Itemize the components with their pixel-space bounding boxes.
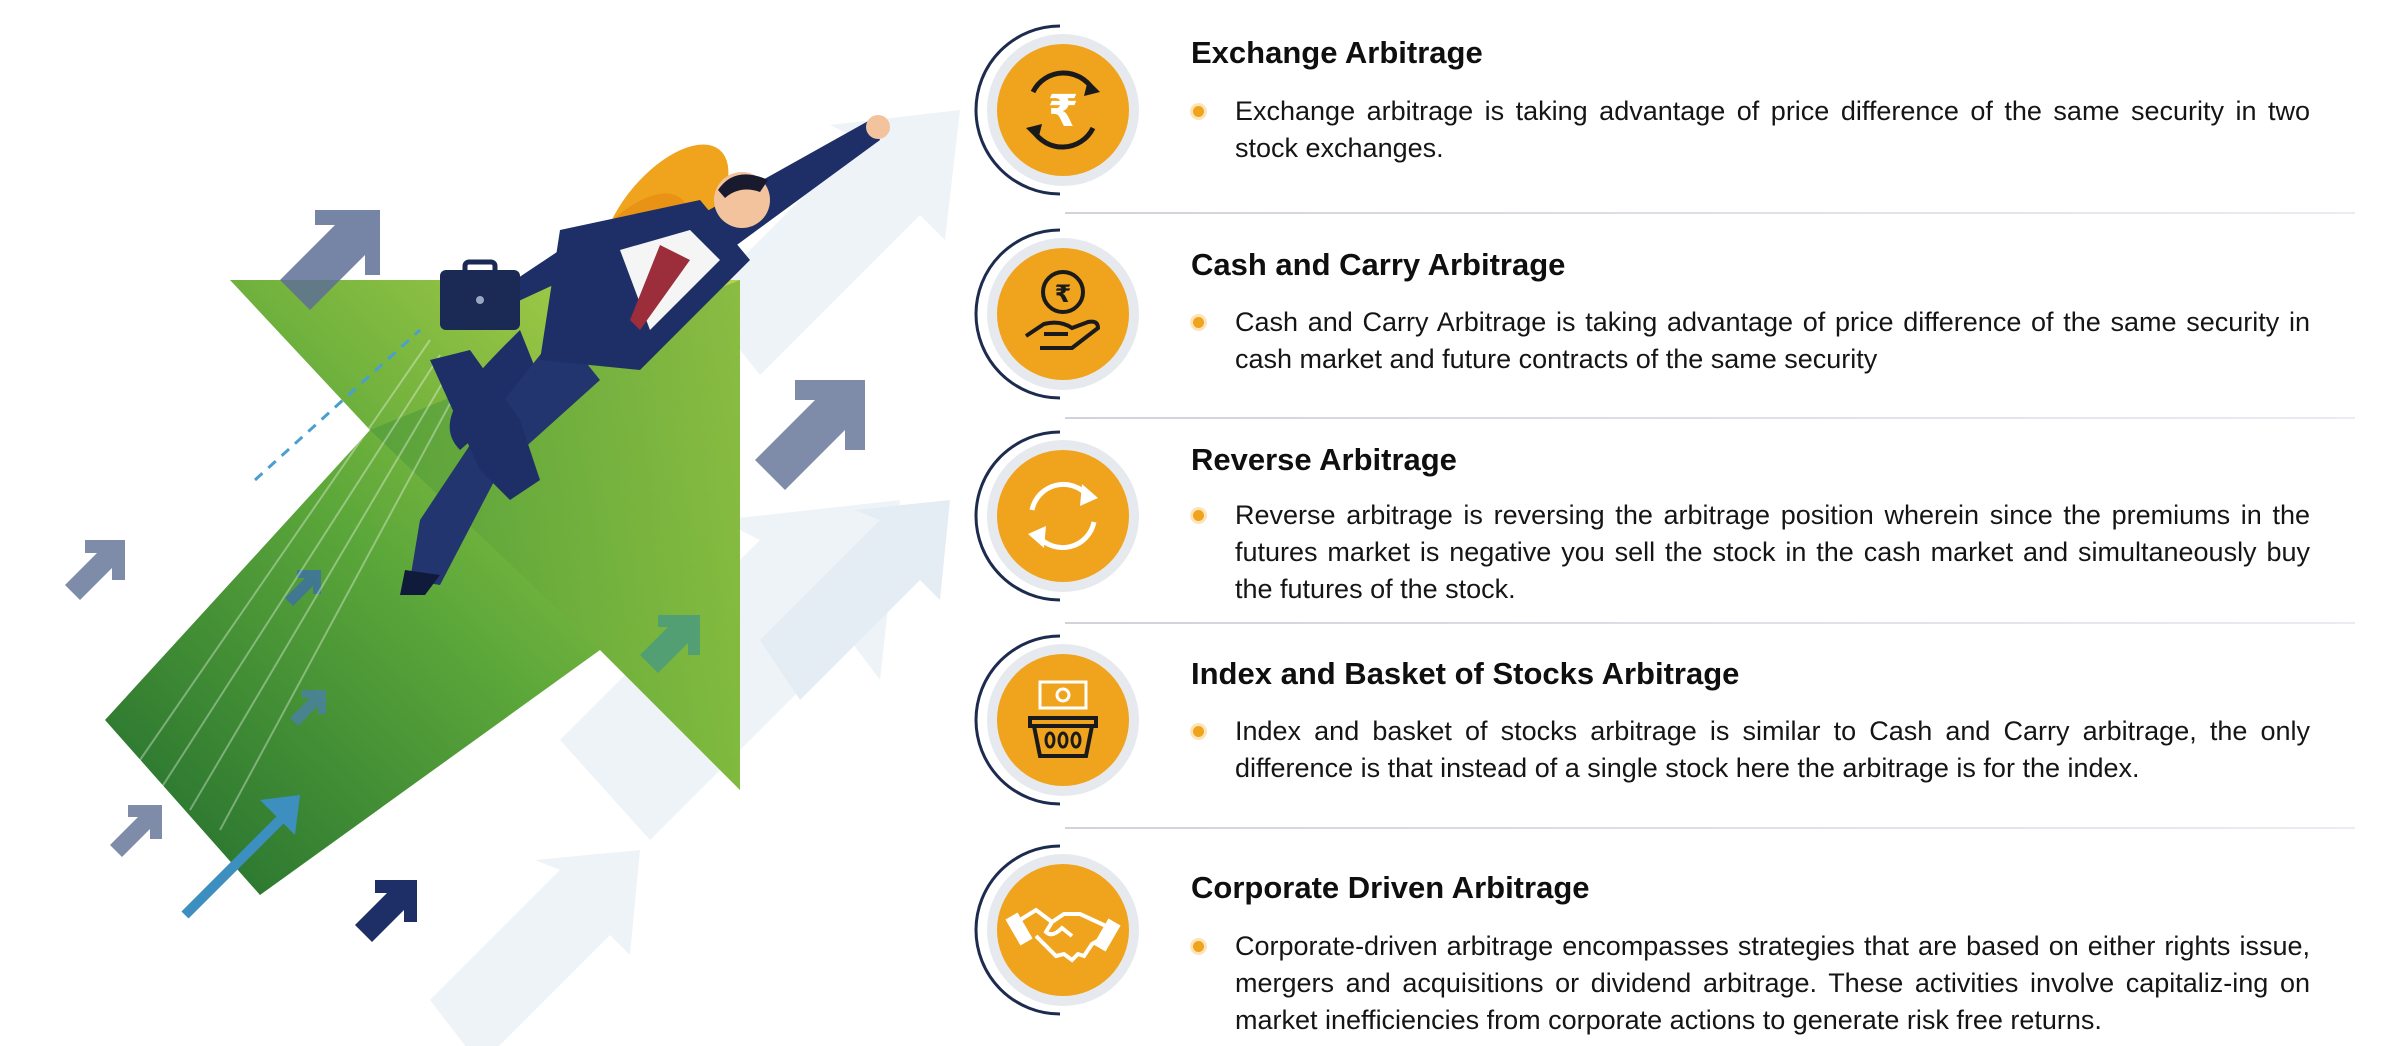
divider: [1065, 417, 2355, 419]
businessman-figure: [400, 115, 890, 595]
rupee-exchange-icon: ₹: [960, 20, 1140, 200]
bullet-icon: [1193, 510, 1204, 521]
illustration-businessman-arrow: [65, 115, 890, 942]
bullet-icon: [1193, 317, 1204, 328]
item-description: Index and basket of stocks arbitrage is …: [1235, 716, 2310, 783]
item-title: Reverse Arbitrage: [1191, 442, 1457, 477]
item-title: Cash and Carry Arbitrage: [1191, 247, 1566, 282]
hand-rupee-coin-icon: ₹: [960, 224, 1140, 404]
bullet-icon: [1193, 726, 1204, 737]
basket-icon: [960, 630, 1140, 810]
reverse-cycle-icon: [960, 426, 1140, 606]
svg-text:₹: ₹: [1055, 280, 1072, 308]
item-title: Exchange Arbitrage: [1191, 35, 1483, 70]
item-title: Corporate Driven Arbitrage: [1191, 870, 1590, 905]
item-description: Exchange arbitrage is taking advantage o…: [1235, 96, 2310, 163]
handshake-icon: [960, 840, 1140, 1020]
item-description: Cash and Carry Arbitrage is taking advan…: [1235, 307, 2310, 374]
divider: [1065, 212, 2355, 214]
divider: [1065, 827, 2355, 829]
item-description: Reverse arbitrage is reversing the arbit…: [1235, 500, 2310, 604]
svg-text:₹: ₹: [1048, 86, 1079, 137]
item-title: Index and Basket of Stocks Arbitrage: [1191, 656, 1740, 691]
bullet-icon: [1193, 106, 1204, 117]
divider: [1065, 622, 2355, 624]
small-arrows: [65, 210, 865, 942]
bullet-icon: [1193, 941, 1204, 952]
item-description: Corporate-driven arbitrage encompasses s…: [1235, 931, 2310, 1035]
